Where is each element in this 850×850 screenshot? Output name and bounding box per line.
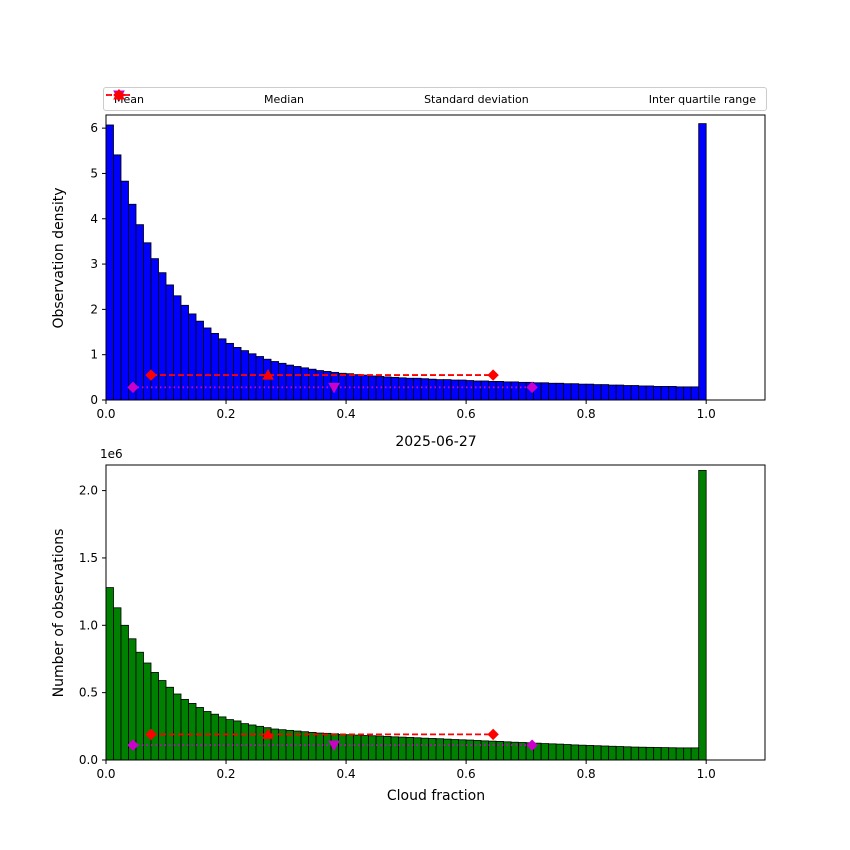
svg-text:3: 3 (90, 257, 98, 271)
svg-text:6: 6 (90, 121, 98, 135)
svg-text:2: 2 (90, 302, 98, 316)
legend: Mean Median Standard deviation Inter quarti… (103, 87, 767, 111)
legend-item-inter-quartile-range: Inter quartile range (106, 89, 756, 106)
svg-text:1.0: 1.0 (79, 618, 98, 632)
svg-text:0.6: 0.6 (457, 407, 476, 421)
svg-text:0.5: 0.5 (79, 686, 98, 700)
svg-text:2.0: 2.0 (79, 484, 98, 498)
observation-density-histogram-bars (105, 123, 707, 401)
svg-text:1.0: 1.0 (697, 407, 716, 421)
svg-text:0.0: 0.0 (96, 767, 115, 781)
svg-text:1: 1 (90, 348, 98, 362)
legend-label-mean: Mean (114, 92, 144, 106)
svg-text:0.6: 0.6 (457, 767, 476, 781)
svg-text:0.8: 0.8 (577, 407, 596, 421)
svg-text:0.8: 0.8 (577, 767, 596, 781)
svg-text:0.2: 0.2 (216, 767, 235, 781)
number-of-observations-histogram-bars (105, 469, 707, 761)
y-axis-offset-text: 1e6 (100, 447, 123, 461)
legend-label-median: Median (264, 92, 305, 106)
svg-text:0.0: 0.0 (96, 407, 115, 421)
svg-text:0.0: 0.0 (79, 753, 98, 767)
svg-text:0: 0 (90, 393, 98, 407)
plot-areas: 0.0 0.2 0.4 0.6 0.8 1.0 0 1 2 3 4 5 6 0.0 0.2 0.4 0.6 0.8… (79, 114, 766, 781)
legend-item-median: Median (113, 88, 305, 106)
x-axis-label: Cloud fraction (387, 788, 485, 804)
svg-text:5: 5 (90, 166, 98, 180)
svg-text:1.0: 1.0 (697, 767, 716, 781)
legend-label-inter-quartile-range: Inter quartile range (648, 92, 756, 106)
bottom-y-axis-label: Number of observations (51, 529, 67, 698)
svg-text:0.2: 0.2 (216, 407, 235, 421)
date-title: 2025-06-27 (395, 434, 476, 450)
svg-text:0.4: 0.4 (337, 767, 356, 781)
svg-text:4: 4 (90, 212, 98, 226)
svg-text:1.5: 1.5 (79, 551, 98, 565)
number-of-observations-histogram: 0.0 0.2 0.4 0.6 0.8 1.0 0.0 0.5 1.0 1.5 2.0 (79, 464, 766, 781)
legend-item-standard-deviation: Standard deviation (106, 89, 529, 106)
legend-label-standard-deviation: Standard deviation (424, 92, 529, 106)
svg-text:0.4: 0.4 (337, 407, 356, 421)
diamond-dashed-icon (106, 89, 132, 101)
top-y-axis-label: Observation density (51, 187, 67, 328)
observation-density-histogram: 0.0 0.2 0.4 0.6 0.8 1.0 0 1 2 3 4 5 6 (90, 114, 766, 421)
